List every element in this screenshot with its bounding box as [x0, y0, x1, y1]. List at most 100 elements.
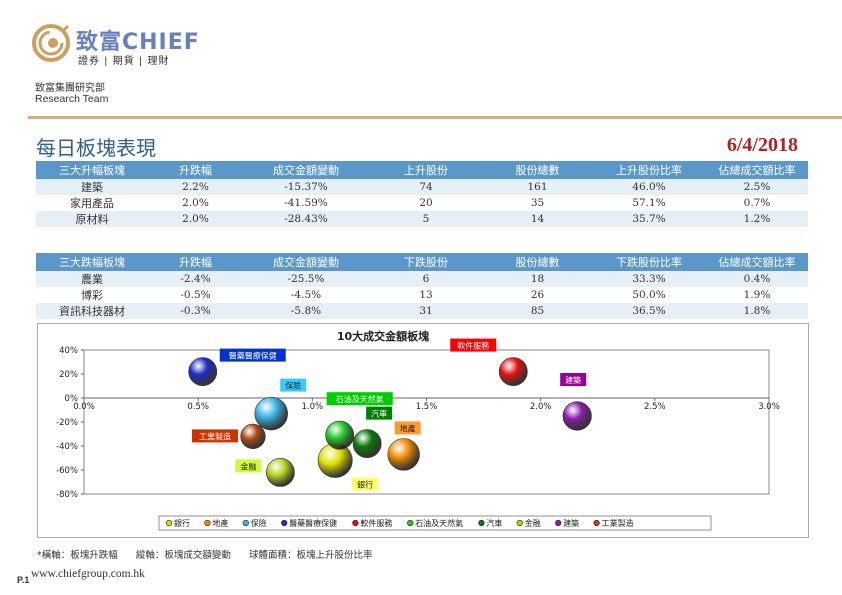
- bubble-label-bg: [326, 392, 393, 406]
- website-link[interactable]: www.chiefgroup.com.hk: [31, 568, 145, 580]
- legend-entry: 地產: [212, 518, 228, 528]
- table-cell: 2.0%: [148, 211, 243, 227]
- bubble-3: [188, 357, 218, 387]
- bubble-chart: 10大成交金額板塊 40% 20% 0% -20% -40% -60% -80% 0.0% 0.…: [56, 329, 780, 531]
- table-cell: 31: [369, 303, 483, 319]
- table-header-row: 三大升幅板塊 升跌幅 成交金額變動 上升股份 股份總數 上升股份比率 佔總成交額…: [36, 161, 808, 179]
- table-cell: 85: [483, 303, 592, 319]
- bubble-label-bg: [366, 406, 393, 420]
- table-cell: 1.2%: [706, 211, 808, 227]
- table-row: 建築 2.2% -15.37% 74 161 46.0% 2.5%: [36, 179, 808, 195]
- table-cell: 2.2%: [148, 179, 243, 195]
- bubble-label-bg: [352, 477, 379, 491]
- bubble-5: [325, 420, 355, 450]
- table-cell: 博彩: [81, 289, 103, 302]
- y-tick-label: -20%: [56, 418, 78, 428]
- bubble-chart-panel: 10大成交金額板塊 40% 20% 0% -20% -40% -60% -80% 0.0% 0.…: [37, 323, 809, 538]
- table-row: 農業 -2.4% -25.5% 6 18 33.3% 0.4%: [36, 271, 808, 287]
- top-losers-table: 三大跌幅板塊 升跌幅 成交金額變動 下跌股份 股份總數 下跌股份比率 佔總成交額…: [36, 253, 808, 319]
- report-date: 6/4/2018: [726, 134, 798, 156]
- x-tick-label: 2.0%: [530, 402, 552, 412]
- legend-marker: [165, 519, 173, 527]
- team-name-chinese: 致富集團研究部: [35, 83, 105, 94]
- table-cell: 2.0%: [182, 197, 209, 209]
- table-cell: -0.3%: [148, 303, 243, 319]
- table-cell: 13: [419, 289, 433, 301]
- bubble-4: [498, 357, 528, 387]
- table-cell: 0.4%: [706, 271, 808, 287]
- legend-marker: [352, 519, 359, 527]
- column-header: 上升股份: [369, 161, 483, 179]
- table-cell: 57.1%: [632, 197, 666, 209]
- table-header-row: 三大跌幅板塊 升跌幅 成交金額變動 下跌股份 股份總數 下跌股份比率 佔總成交額…: [36, 253, 808, 271]
- table-cell: -4.5%: [290, 289, 322, 301]
- table-cell: 1.8%: [706, 303, 808, 319]
- y-tick-label: -80%: [56, 490, 78, 500]
- bubble-2: [254, 396, 288, 431]
- header-divider: [28, 116, 842, 119]
- column-header: 三大升幅板塊: [36, 161, 148, 179]
- x-tick-label: 1.0%: [302, 402, 324, 412]
- table-cell: 0.7%: [743, 197, 771, 209]
- bubble-label-bg: [280, 378, 307, 392]
- table-row: 家用產品 2.0% -41.59% 20 35 57.1% 0.7%: [36, 195, 808, 211]
- bubble-label-bg: [219, 348, 286, 362]
- table-cell: 20: [419, 197, 433, 209]
- table-cell: -28.43%: [243, 211, 369, 227]
- x-tick-label: 3.0%: [758, 402, 780, 412]
- legend-entry: 金融: [525, 518, 541, 528]
- table-cell: 資訊科技器材: [36, 303, 148, 319]
- table-cell: 農業: [36, 271, 148, 287]
- table-cell: 74: [369, 179, 483, 195]
- legend-marker: [242, 519, 249, 527]
- logo-name: 致富CHIEF: [76, 30, 200, 55]
- page-number: P.1: [17, 575, 30, 585]
- column-header: 股份總數: [483, 161, 592, 179]
- legend-box: [158, 515, 712, 531]
- bubble-1: [387, 438, 420, 471]
- chart-title: 10大成交金額板塊: [337, 329, 429, 343]
- table-cell: -15.37%: [243, 179, 369, 195]
- bubble-label-bg: [560, 373, 587, 386]
- table-cell: 建築: [36, 179, 148, 195]
- bubble-label: 地產: [400, 423, 416, 433]
- table-cell: 26: [530, 289, 545, 301]
- x-tick-label: 0.0%: [73, 402, 95, 412]
- table-cell: -0.5%: [180, 289, 211, 301]
- legend-entry: 石油及天然氣: [415, 518, 463, 528]
- x-tick-label: 0.5%: [187, 402, 209, 412]
- table-row: 博彩 -0.5% -4.5% 13 26 50.0% 1.9%: [36, 287, 808, 303]
- table-cell: 18: [483, 271, 592, 287]
- legend-entry: 銀行: [174, 518, 190, 528]
- table-row: 原材料 2.0% -28.43% 5 14 35.7% 1.2%: [36, 211, 808, 227]
- table-cell: 35.7%: [592, 211, 706, 227]
- bubble-7: [265, 457, 295, 487]
- bubble-label: 銀行: [357, 479, 373, 489]
- table-cell: 36.5%: [592, 303, 706, 319]
- bubble-label-bg: [394, 421, 421, 435]
- legend-marker: [593, 519, 600, 527]
- column-header: 成交金額變動: [243, 161, 369, 179]
- table-cell: -41.59%: [284, 197, 328, 209]
- x-tick-label: 2.5%: [644, 402, 666, 412]
- table-cell: 50.0%: [632, 289, 666, 301]
- bubble-label: 汽車: [371, 409, 387, 419]
- table-cell: 2.5%: [706, 179, 808, 195]
- table-cell: 161: [483, 179, 592, 195]
- table-cell: 6: [369, 271, 483, 287]
- bubble-label-bg: [235, 459, 262, 473]
- legend-marker: [516, 519, 523, 527]
- legend-marker: [555, 519, 562, 527]
- table-cell: -5.8%: [243, 303, 369, 319]
- table-cell: 33.3%: [592, 271, 706, 287]
- bubble-label-bg: [450, 338, 497, 352]
- legend-entry: 保險: [251, 518, 267, 528]
- column-header: 三大跌幅板塊: [36, 253, 148, 271]
- company-logo: 致富CHIEF 證券 | 期貨 | 理財: [32, 24, 252, 67]
- legend-entry: 汽車: [486, 518, 502, 528]
- bubble-8: [562, 401, 592, 431]
- column-header: 佔總成交額比率: [706, 161, 808, 179]
- column-header: 升跌幅: [148, 253, 243, 271]
- page-title: 每日板塊表現: [36, 136, 156, 160]
- plot-area: [83, 349, 770, 495]
